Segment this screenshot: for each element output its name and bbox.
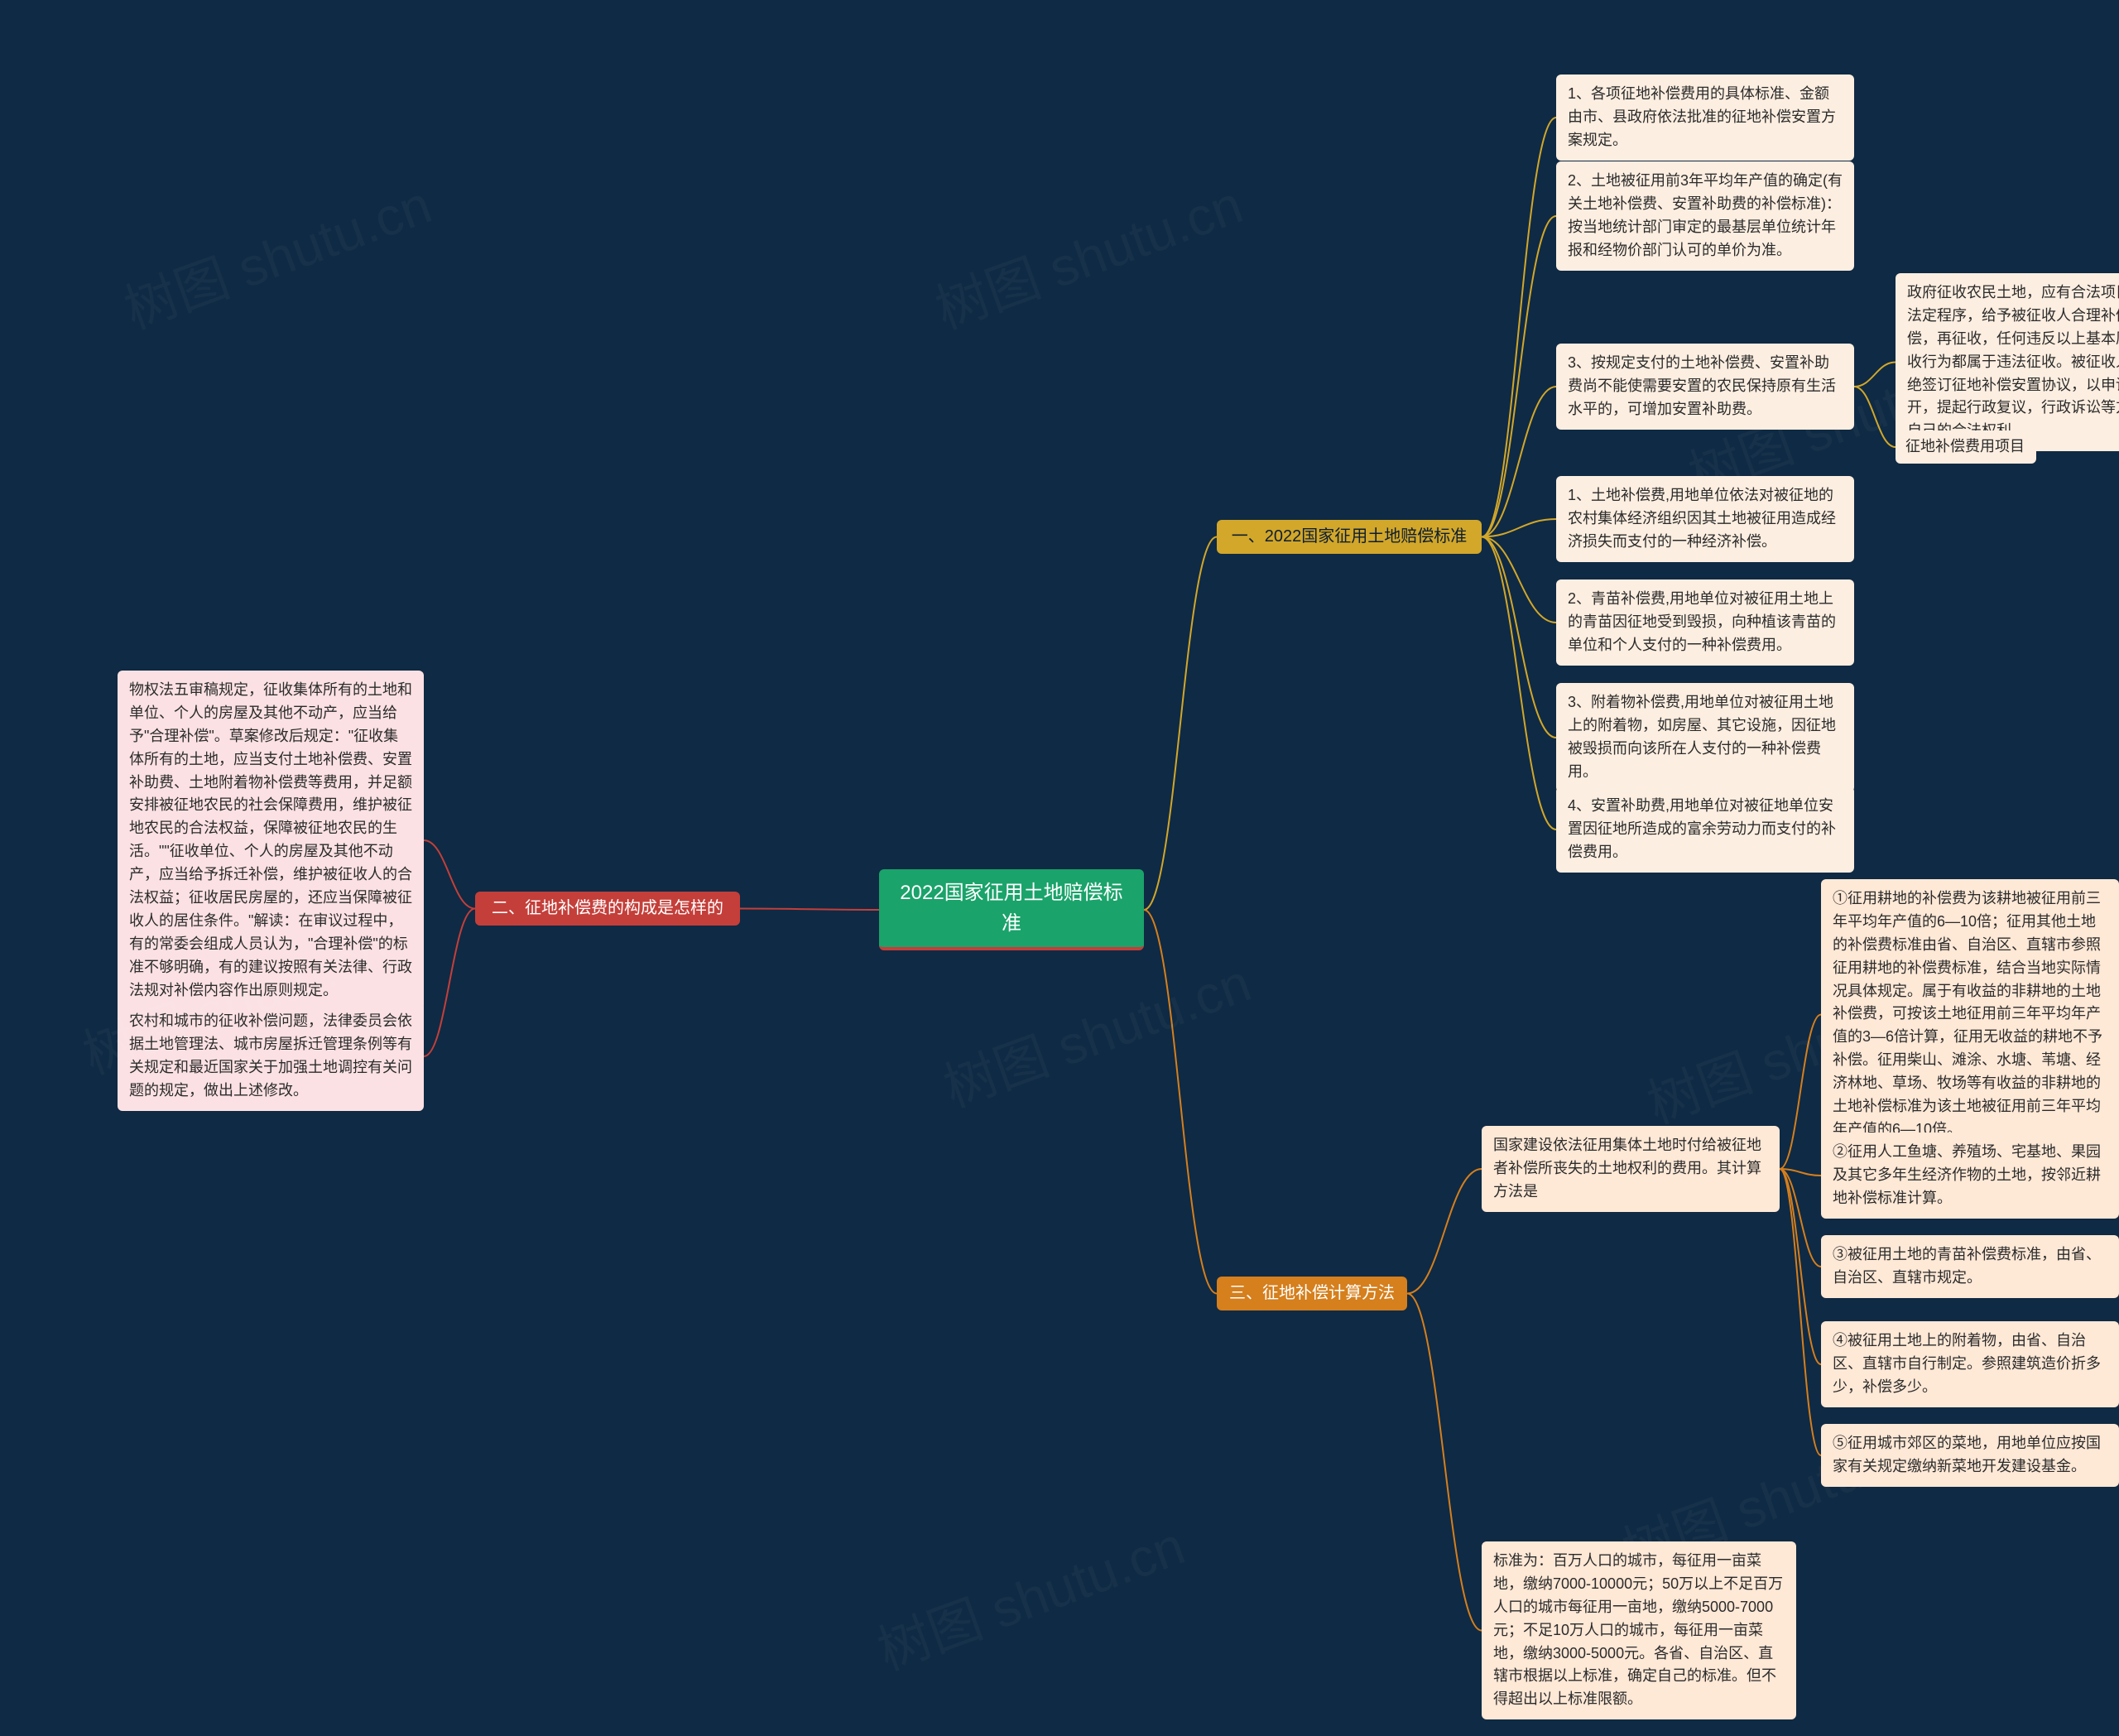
branch-1[interactable]: 一、2022国家征用土地赔偿标准 <box>1217 520 1482 554</box>
mindmap-canvas: 2022国家征用土地赔偿标准 一、2022国家征用土地赔偿标准 二、征地补偿费的… <box>0 0 2119 1736</box>
branch-1-child-4[interactable]: 1、土地补偿费,用地单位依法对被征地的农村集体经济组织因其土地被征用造成经济损失… <box>1556 476 1854 562</box>
branch-3-child-2[interactable]: 标准为：百万人口的城市，每征用一亩菜地，缴纳7000-10000元；50万以上不… <box>1482 1541 1796 1719</box>
branch-2-child-1[interactable]: 物权法五审稿规定，征收集体所有的土地和单位、个人的房屋及其他不动产，应当给予"合… <box>118 671 424 1010</box>
branch-1-child-5[interactable]: 2、青苗补偿费,用地单位对被征用土地上的青苗因征地受到毁损，向种植该青苗的单位和… <box>1556 579 1854 666</box>
branch-2-child-2[interactable]: 农村和城市的征收补偿问题，法律委员会依据土地管理法、城市房屋拆迁管理条例等有关规… <box>118 1002 424 1111</box>
root-node[interactable]: 2022国家征用土地赔偿标准 <box>879 869 1144 950</box>
branch-1-child-6[interactable]: 3、附着物补偿费,用地单位对被征用土地上的附着物，如房屋、其它设施，因征地被毁损… <box>1556 683 1854 792</box>
branch-3-child-1c[interactable]: ③被征用土地的青苗补偿费标准，由省、自治区、直辖市规定。 <box>1821 1235 2119 1298</box>
watermark: 树图 shutu.cn <box>924 162 1252 344</box>
branch-3-child-1a[interactable]: ①征用耕地的补偿费为该耕地被征用前三年平均年产值的6—10倍；征用其他土地的补偿… <box>1821 879 2119 1150</box>
watermark: 树图 shutu.cn <box>932 940 1260 1122</box>
branch-3-child-1e[interactable]: ⑤征用城市郊区的菜地，用地单位应按国家有关规定缴纳新菜地开发建设基金。 <box>1821 1424 2119 1487</box>
branch-3-child-1d[interactable]: ④被征用土地上的附着物，由省、自治区、直辖市自行制定。参照建筑造价折多少，补偿多… <box>1821 1321 2119 1407</box>
watermark: 树图 shutu.cn <box>866 1503 1194 1685</box>
branch-1-child-3b[interactable]: 征地补偿费用项目 <box>1896 430 2036 464</box>
branch-3-child-1b[interactable]: ②征用人工鱼塘、养殖场、宅基地、果园及其它多年生经济作物的土地，按邻近耕地补偿标… <box>1821 1132 2119 1219</box>
branch-2[interactable]: 二、征地补偿费的构成是怎样的 <box>475 892 740 926</box>
branch-1-child-2[interactable]: 2、土地被征用前3年平均年产值的确定(有关土地补偿费、安置补助费的补偿标准)：按… <box>1556 161 1854 271</box>
branch-1-child-1[interactable]: 1、各项征地补偿费用的具体标准、金额由市、县政府依法批准的征地补偿安置方案规定。 <box>1556 75 1854 161</box>
branch-3-child-1[interactable]: 国家建设依法征用集体土地时付给被征地者补偿所丧失的土地权利的费用。其计算方法是 <box>1482 1126 1780 1212</box>
branch-1-child-3[interactable]: 3、按规定支付的土地补偿费、安置补助费尚不能使需要安置的农民保持原有生活水平的，… <box>1556 344 1854 430</box>
branch-3[interactable]: 三、征地补偿计算方法 <box>1217 1277 1407 1310</box>
branch-1-child-3a[interactable]: 政府征收农民土地，应有合法项目，按照法定程序，给予被征收人合理补偿，先补偿，再征… <box>1896 273 2119 451</box>
watermark: 树图 shutu.cn <box>113 162 440 344</box>
branch-1-child-7[interactable]: 4、安置补助费,用地单位对被征地单位安置因征地所造成的富余劳动力而支付的补偿费用… <box>1556 786 1854 873</box>
